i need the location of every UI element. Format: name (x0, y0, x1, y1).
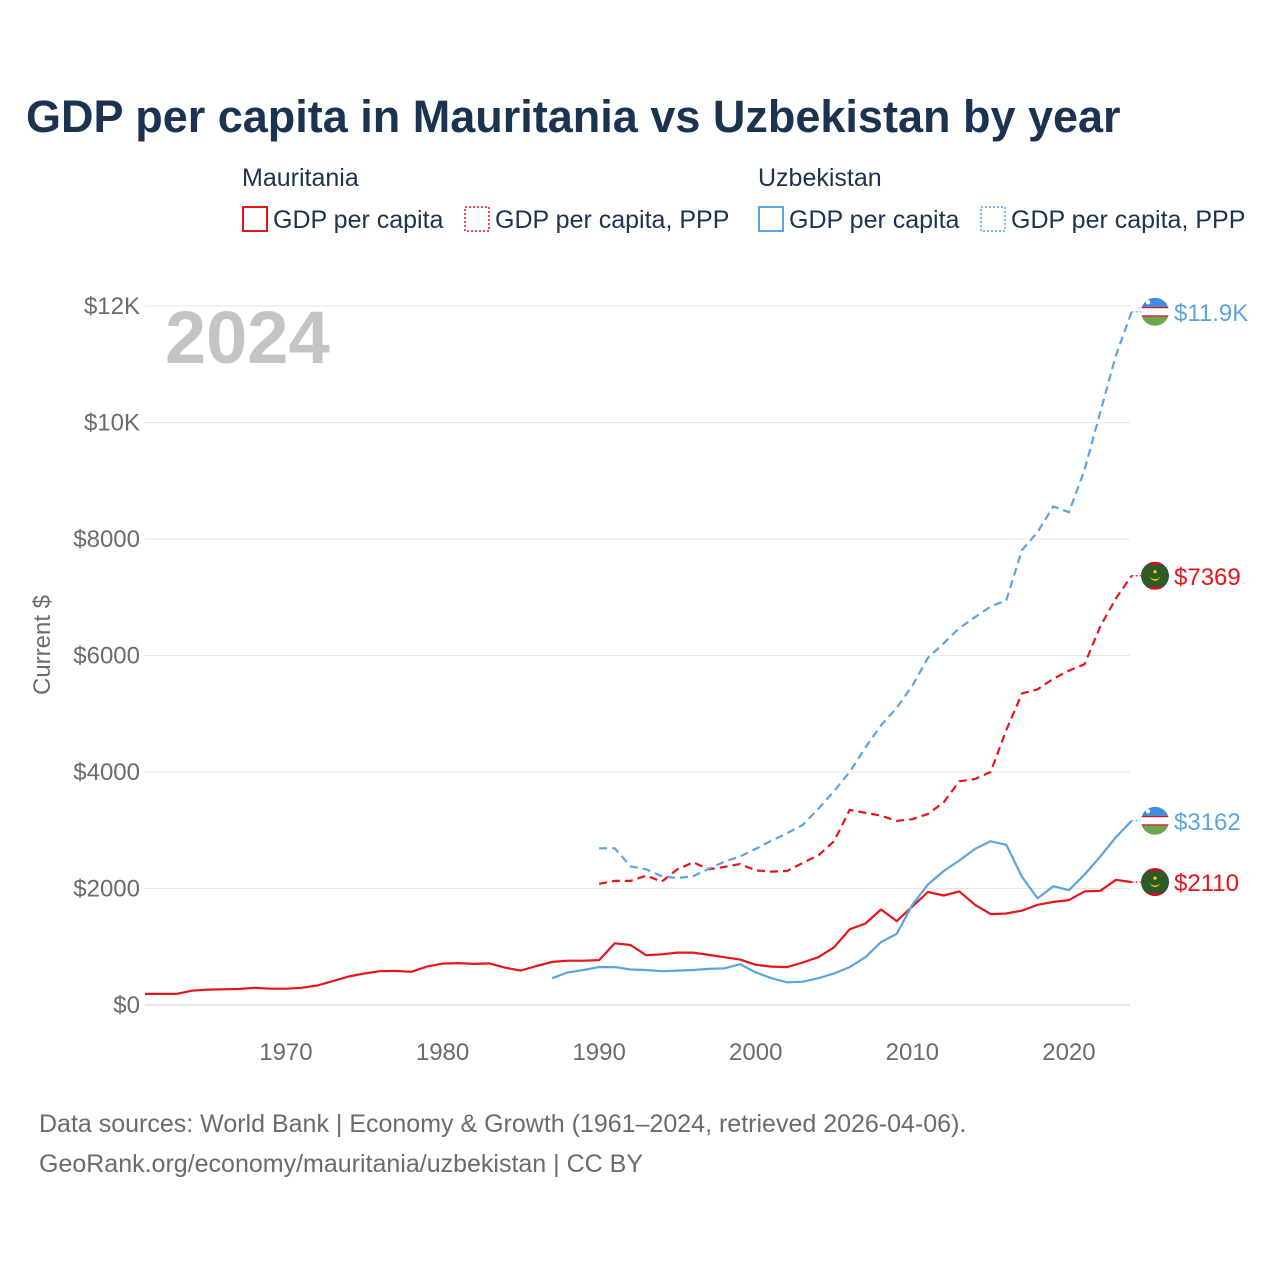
series-line (145, 878, 1132, 996)
legend-label-mauritania-ppp: GDP per capita, PPP (495, 206, 729, 234)
y-axis-label: Current $ (29, 595, 56, 695)
y-tick-label: $4000 (73, 759, 140, 786)
legend: Mauritania GDP per capita GDP per capita… (242, 164, 1245, 234)
y-tick-label: $2000 (73, 876, 140, 903)
uzbekistan-flag-icon (1141, 297, 1169, 326)
x-tick-label: 2000 (729, 1039, 782, 1066)
source-line-1: Data sources: World Bank | Economy & Gro… (39, 1110, 966, 1138)
mauritania-flag-icon (1141, 868, 1169, 897)
end-value-label: $3162 (1174, 809, 1241, 836)
end-value-label: $11.9K (1174, 300, 1248, 327)
end-labels: $2110 $7369 $3162 $11.9K (1131, 297, 1248, 897)
legend-group-uzbekistan: Uzbekistan (758, 164, 882, 192)
mauritania-flag-icon (1141, 561, 1169, 590)
y-tick-label: $6000 (73, 643, 140, 670)
x-tick-label: 2020 (1042, 1039, 1095, 1066)
series-line (599, 311, 1133, 880)
legend-label-uzbekistan-gdp: GDP per capita (789, 206, 960, 234)
legend-swatch-uzbekistan-ppp (980, 206, 1006, 232)
year-watermark: 2024 (165, 296, 330, 379)
series-line (598, 575, 1133, 885)
x-tick-label: 1970 (259, 1039, 312, 1066)
y-tick-label: $10K (84, 410, 140, 437)
source-line-2: GeoRank.org/economy/mauritania/uzbekista… (39, 1150, 643, 1178)
uzbekistan-flag-icon (1141, 806, 1169, 835)
x-tick-label: 2010 (886, 1039, 939, 1066)
x-tick-label: 1990 (572, 1039, 625, 1066)
y-tick-label: $8000 (73, 526, 140, 553)
chart-title: GDP per capita in Mauritania vs Uzbekist… (26, 91, 1121, 142)
y-tick-label: $12K (84, 293, 140, 320)
end-value-label: $7369 (1174, 564, 1241, 591)
legend-swatch-mauritania-ppp (464, 206, 490, 232)
series-line (551, 820, 1133, 984)
legend-swatch-uzbekistan-gdp (758, 206, 784, 232)
x-tick-label: 1980 (416, 1039, 469, 1066)
axes: $0 $2000 $4000 $6000 $8000 $10K $12K 1970 1980 19… (73, 293, 1095, 1066)
gridlines (145, 305, 1130, 1006)
legend-swatch-mauritania-gdp (242, 206, 268, 232)
end-value-label: $2110 (1174, 870, 1239, 897)
series (145, 311, 1133, 996)
legend-label-uzbekistan-ppp: GDP per capita, PPP (1011, 206, 1245, 234)
y-tick-label: $0 (113, 992, 140, 1019)
legend-group-mauritania: Mauritania (242, 164, 359, 192)
legend-label-mauritania-gdp: GDP per capita (273, 206, 444, 234)
